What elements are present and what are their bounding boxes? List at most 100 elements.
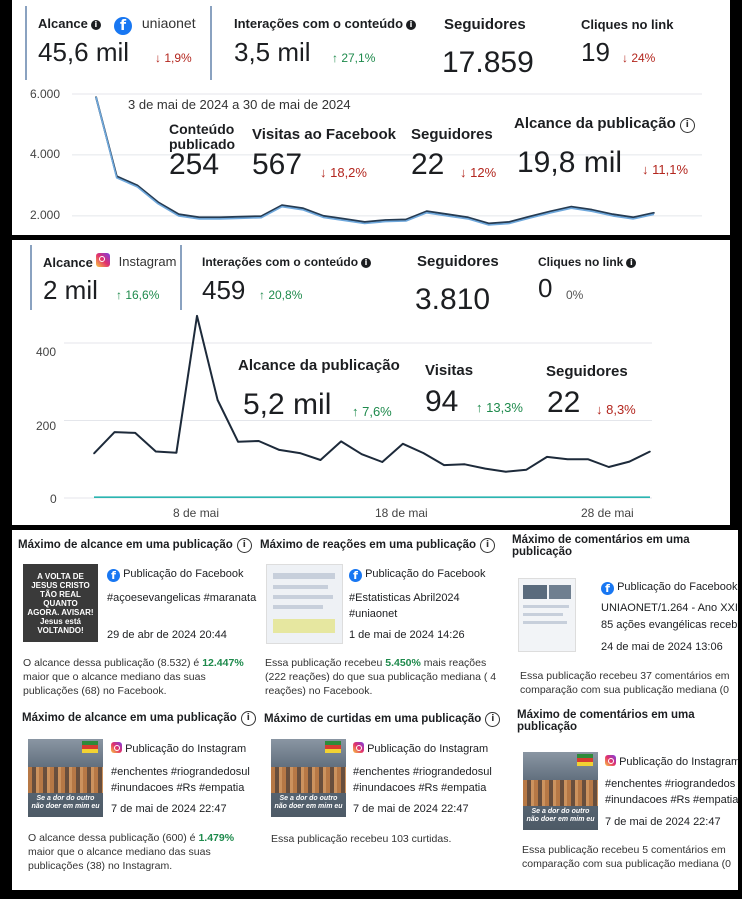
data-point-reach <box>134 432 136 434</box>
metric-change-interactions: ↑ 27,1% <box>332 51 376 65</box>
top-posts-panel: Máximo de alcance em uma publicação i A V… <box>12 530 738 890</box>
data-point-reach <box>628 460 631 463</box>
post-source: f Publicação do Facebook <box>107 568 244 582</box>
card-title: Máximo de reações em uma publicação i <box>260 538 496 553</box>
series-line-main <box>95 96 655 225</box>
post-thumbnail[interactable] <box>518 578 576 652</box>
x-tick-label: 18 de mai <box>375 506 428 520</box>
metric-change-interactions: ↑ 20,8% <box>259 288 303 302</box>
followers-gained-change: ↓ 8,3% <box>596 402 636 417</box>
data-point-main <box>653 212 655 214</box>
facebook-reach-chart <box>72 93 702 226</box>
data-point-reach <box>463 463 466 466</box>
facebook-icon: f <box>114 17 132 35</box>
series-line-secondary <box>95 96 655 226</box>
data-point-main <box>529 215 531 218</box>
post-text-line2: #inundacoes #Rs #empatia <box>353 782 487 794</box>
content-published-label-line2: publicado <box>169 136 236 152</box>
data-point-reach <box>113 431 116 433</box>
info-icon[interactable]: i <box>90 20 101 30</box>
info-icon[interactable]: i <box>626 258 637 268</box>
metric-separator <box>25 6 27 80</box>
card-title: Máximo de curtidas em uma publicação i <box>264 712 501 727</box>
data-point-reach <box>360 453 363 456</box>
post-text: #enchentes #riograndedos <box>605 778 736 790</box>
post-text: #enchentes #riograndedosul <box>353 766 492 778</box>
post-text-line2: #inundacoes #Rs #empatia <box>111 782 245 794</box>
post-text: #Estatisticas Abril2024 <box>349 592 460 604</box>
card-title: Máximo de alcance em uma publicação i <box>22 711 256 726</box>
metric-value-link-clicks: 19 <box>581 37 610 67</box>
post-source: Publicação do Instagram <box>111 742 246 755</box>
visits-value: 94 <box>425 385 459 418</box>
post-thumbnail[interactable]: Se a dor do outro não doer em mim eu <box>28 739 103 817</box>
instagram-icon <box>111 742 122 753</box>
data-point-main <box>487 222 490 225</box>
data-point-main <box>384 219 387 221</box>
post-text: UNIAONET/1.264 - Ano XXI <box>601 602 738 614</box>
post-reach-value: 19,8 mil <box>517 146 623 179</box>
data-point-main <box>239 215 242 218</box>
instagram-reach-chart <box>64 314 652 499</box>
metric-value-followers: 3.810 <box>415 283 491 316</box>
data-point-reach <box>649 450 651 453</box>
data-point-main <box>446 213 449 216</box>
post-thumbnail[interactable]: A VOLTA DE JESUS CRISTO TÃO REAL QUANTO … <box>23 564 98 642</box>
post-source: Publicação do Instagram <box>353 742 488 755</box>
post-text-line2: #inundacoes #Rs #empatia <box>605 794 738 806</box>
data-point-reach <box>196 315 198 317</box>
post-date: 7 de mai de 2024 22:47 <box>353 803 469 815</box>
info-icon[interactable]: i <box>485 712 501 727</box>
facebook-icon: f <box>601 582 614 595</box>
data-point-reach <box>402 442 404 445</box>
x-tick-label: 28 de mai <box>581 506 634 520</box>
thumbnail-text: A VOLTA DE JESUS CRISTO TÃO REAL QUANTO … <box>27 572 94 635</box>
facebook-icon: f <box>349 569 362 582</box>
data-point-reach <box>443 464 445 466</box>
post-date: 7 de mai de 2024 22:47 <box>111 803 227 815</box>
data-point-reach <box>608 466 610 468</box>
data-point-reach <box>546 456 548 458</box>
info-icon[interactable]: i <box>361 258 372 268</box>
post-text: #açoesevangelicas #maranata <box>107 592 257 604</box>
account-badge: Instagram <box>96 253 176 269</box>
info-icon[interactable]: i <box>406 20 417 30</box>
series-line-reach <box>93 314 651 473</box>
y-tick-label: 200 <box>36 419 57 433</box>
post-reach-value: 5,2 mil <box>243 388 332 421</box>
post-thumbnail[interactable]: Se a dor do outro não doer em mim eu <box>271 739 346 817</box>
data-point-reach <box>319 459 322 461</box>
account-badge: f uniaonet <box>114 15 196 35</box>
post-source: f Publicação do Facebook <box>349 568 486 582</box>
info-icon[interactable]: i <box>236 538 252 553</box>
post-text: #enchentes #riograndedosul <box>111 766 250 778</box>
followers-gained-label: Seguidores <box>411 126 493 143</box>
account-name: Instagram <box>118 254 177 269</box>
post-reach-change: ↓ 11,1% <box>642 162 689 177</box>
post-source: Publicação do Instagram <box>605 755 738 768</box>
info-icon[interactable]: i <box>240 711 256 726</box>
y-tick-label: 0 <box>50 492 57 506</box>
data-point-reach <box>422 452 425 454</box>
data-point-main <box>467 216 469 219</box>
info-icon[interactable]: i <box>679 118 695 133</box>
account-name: uniaonet <box>141 15 196 31</box>
data-point-main <box>611 213 614 216</box>
post-description: Essa publicação recebeu 5 comentários em… <box>522 844 731 870</box>
data-point-reach <box>278 449 281 451</box>
metric-change-reach: ↑ 16,6% <box>116 288 160 302</box>
post-thumbnail[interactable] <box>266 564 343 644</box>
post-description: O alcance dessa publicação (600) é 1.479… <box>28 832 235 872</box>
data-point-reach <box>525 468 528 471</box>
post-source: f Publicação do Facebook <box>601 581 738 595</box>
data-point-main <box>301 207 304 210</box>
post-thumbnail[interactable]: Se a dor do outro não doer em mim eu <box>523 752 598 830</box>
followers-gained-label: Seguidores <box>546 363 628 380</box>
data-point-main <box>425 210 428 213</box>
instagram-icon <box>96 253 110 267</box>
info-icon[interactable]: i <box>480 538 496 553</box>
data-point-reach <box>257 440 260 442</box>
visits-label: Visitas <box>425 362 474 379</box>
metric-value-followers: 17.859 <box>442 46 534 79</box>
data-point-reach <box>587 458 590 461</box>
